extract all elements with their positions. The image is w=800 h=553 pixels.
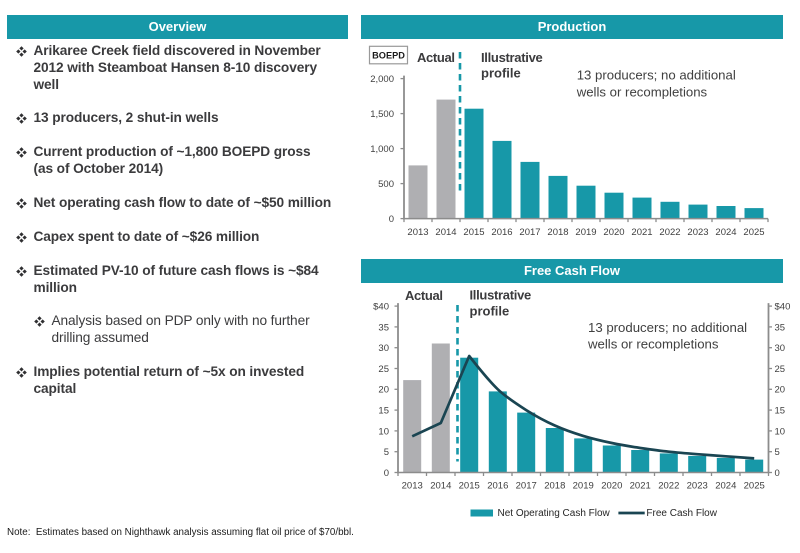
svg-text:2016: 2016 [491,227,512,238]
svg-text:2023: 2023 [687,481,708,492]
svg-text:5: 5 [775,447,780,458]
svg-text:2018: 2018 [547,227,568,238]
svg-text:2025: 2025 [744,481,765,492]
svg-text:10: 10 [775,426,786,437]
svg-text:13 producers; no additional: 13 producers; no additional [588,320,747,335]
svg-text:2025: 2025 [743,227,764,238]
svg-text:$40: $40 [373,302,389,313]
svg-text:2020: 2020 [603,227,624,238]
svg-text:0: 0 [775,468,780,479]
svg-text:Net Operating Cash Flow: Net Operating Cash Flow [498,508,611,519]
svg-text:2014: 2014 [430,481,451,492]
svg-text:2013: 2013 [407,227,428,238]
svg-text:2023: 2023 [687,227,708,238]
svg-text:25: 25 [775,364,786,375]
svg-text:2015: 2015 [463,227,484,238]
svg-text:5: 5 [384,447,389,458]
svg-text:2024: 2024 [715,227,736,238]
svg-text:Illustrative: Illustrative [470,287,531,302]
svg-text:Free Cash Flow: Free Cash Flow [646,508,717,519]
svg-text:2016: 2016 [487,481,508,492]
svg-text:15: 15 [378,406,389,417]
svg-text:2022: 2022 [658,481,679,492]
svg-text:2019: 2019 [575,227,596,238]
svg-text:2017: 2017 [516,481,537,492]
svg-text:35: 35 [378,322,389,333]
svg-text:wells or recompletions: wells or recompletions [587,336,719,351]
svg-text:Actual: Actual [417,50,455,65]
svg-text:20: 20 [775,385,786,396]
svg-text:35: 35 [775,322,786,333]
svg-text:1,000: 1,000 [370,144,394,155]
svg-text:30: 30 [775,343,786,354]
svg-text:2018: 2018 [544,481,565,492]
svg-text:2021: 2021 [631,227,652,238]
svg-text:$40: $40 [775,302,791,313]
svg-text:Illustrative: Illustrative [481,50,542,65]
svg-text:wells or recompletions: wells or recompletions [576,85,708,100]
svg-text:25: 25 [378,364,389,375]
svg-text:2019: 2019 [573,481,594,492]
svg-text:0: 0 [389,214,394,225]
svg-text:2,000: 2,000 [370,74,394,85]
svg-text:2024: 2024 [715,481,736,492]
svg-text:2017: 2017 [519,227,540,238]
svg-text:profile: profile [481,66,521,81]
svg-text:2014: 2014 [435,227,456,238]
svg-text:15: 15 [775,406,786,417]
svg-text:0: 0 [384,468,389,479]
svg-text:500: 500 [378,179,394,190]
svg-text:20: 20 [378,385,389,396]
svg-text:2013: 2013 [402,481,423,492]
svg-text:BOEPD: BOEPD [372,51,405,61]
svg-text:2021: 2021 [630,481,651,492]
svg-text:10: 10 [378,426,389,437]
svg-text:2020: 2020 [601,481,622,492]
svg-text:profile: profile [470,304,510,319]
svg-text:2015: 2015 [459,481,480,492]
svg-text:13 producers; no additional: 13 producers; no additional [577,67,736,82]
svg-text:30: 30 [378,343,389,354]
svg-text:1,500: 1,500 [370,109,394,120]
svg-text:Actual: Actual [405,288,443,303]
svg-text:2022: 2022 [659,227,680,238]
